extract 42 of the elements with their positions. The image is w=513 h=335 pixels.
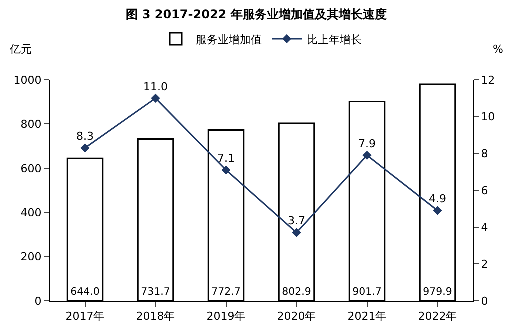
y2-tick-label: 2 [481, 258, 488, 272]
y-tick-label: 800 [20, 118, 42, 132]
y2-tick-label: 12 [481, 74, 496, 87]
x-tick-label: 2022年 [418, 310, 458, 324]
y-tick-label: 600 [20, 162, 42, 176]
y2-tick-label: 6 [481, 184, 488, 198]
data-label: 802.9 [282, 287, 312, 298]
point [292, 228, 302, 238]
x-tick-label: 2020年 [277, 310, 316, 324]
point [80, 144, 90, 153]
data-label: 4.9 [429, 192, 446, 206]
data-label: 8.3 [76, 130, 94, 144]
point [222, 166, 231, 175]
y2-tick-label: 10 [481, 110, 496, 124]
y-tick-label: 200 [20, 250, 42, 264]
data-label: 979.9 [423, 287, 452, 298]
data-label: 772.7 [212, 287, 241, 298]
y-axis-title: 亿元 [9, 43, 32, 56]
y2-tick-label: 0 [481, 294, 488, 308]
point [433, 206, 442, 216]
data-label: 7.1 [218, 152, 235, 166]
point [151, 94, 160, 103]
x-tick-label: 2018年 [136, 310, 176, 324]
y2-axis-title: % [493, 43, 504, 56]
x-tick-label: 2017年 [66, 310, 105, 324]
y-tick-label: 400 [20, 206, 42, 220]
y2-tick-label: 4 [481, 221, 488, 234]
y-tick-label: 0 [34, 294, 42, 308]
data-label: 11.0 [144, 80, 168, 94]
data-label: 644.0 [70, 287, 100, 298]
x-tick-label: 2019年 [206, 310, 246, 324]
data-label: 3.7 [288, 214, 306, 228]
legend-label: 服务业增加值 [196, 33, 262, 46]
point [362, 150, 372, 160]
chart-title: 图 3 2017-2022 年服务业增加值及其增长速度 [126, 7, 387, 22]
legend-label: 比上年增长 [307, 33, 362, 46]
y-tick-label: 1000 [14, 74, 42, 87]
y2-tick-label: 8 [481, 148, 488, 161]
x-tick-label: 2021年 [348, 310, 387, 324]
data-label: 901.7 [352, 287, 382, 298]
data-label: 731.7 [141, 287, 170, 298]
data-label: 7.9 [358, 137, 376, 150]
